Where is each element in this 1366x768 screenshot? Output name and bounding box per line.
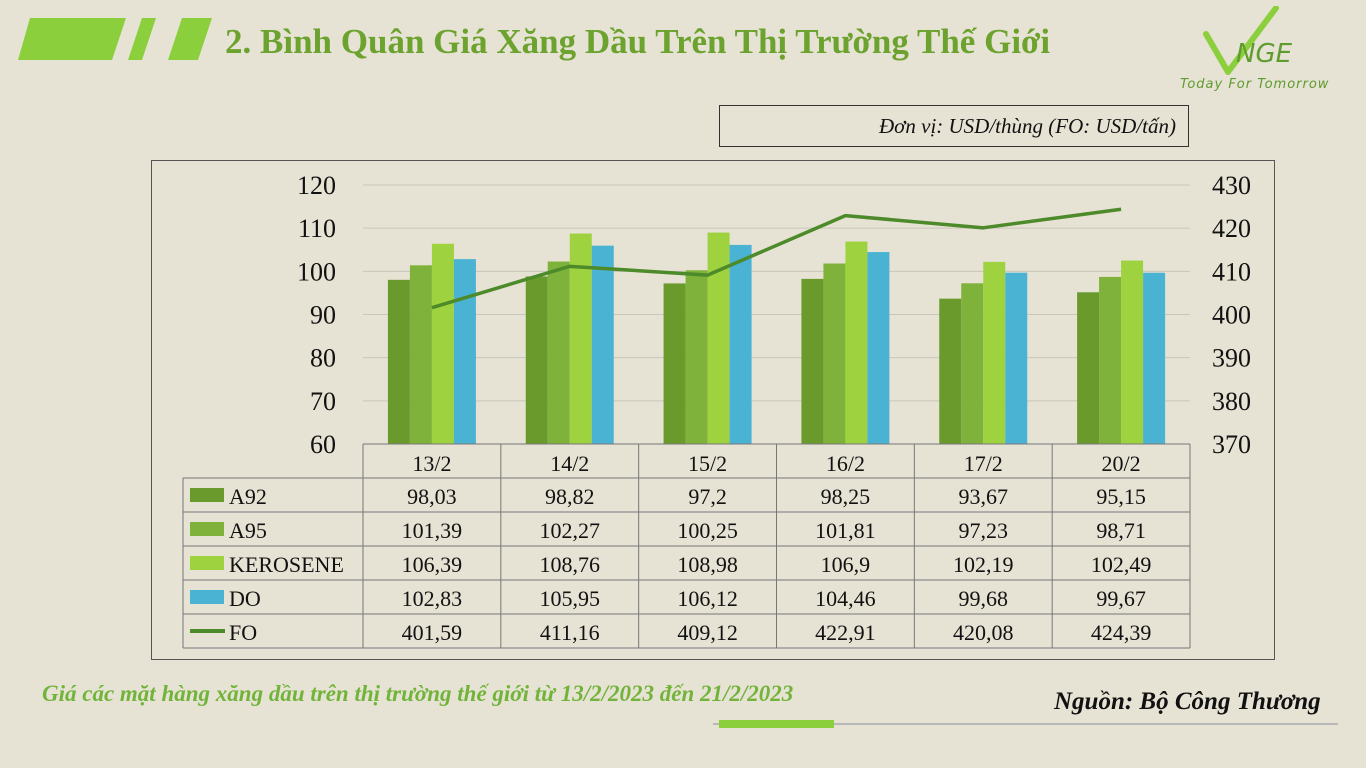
bar-do (867, 252, 890, 444)
y-tick-label: 90 (310, 301, 336, 330)
svg-text:NGE: NGE (1236, 39, 1293, 69)
bar-a92 (525, 276, 548, 444)
bar-a92 (801, 278, 824, 444)
data-label: 108,98 (677, 552, 738, 577)
data-label: 102,83 (402, 586, 463, 611)
bar-a92 (1077, 292, 1100, 444)
category-label: 13/2 (412, 451, 451, 476)
data-label: 411,16 (540, 620, 600, 645)
data-label: 98,25 (821, 484, 871, 509)
bar-a95 (823, 263, 846, 444)
data-label: 98,82 (545, 484, 595, 509)
y-tick-label: 100 (297, 257, 336, 286)
y2-tick-label: 430 (1212, 171, 1251, 200)
bar-kerosene (1121, 260, 1144, 444)
data-label: 420,08 (953, 620, 1014, 645)
data-label: 101,81 (815, 518, 876, 543)
footer-divider (713, 723, 1338, 725)
chart-caption: Giá các mặt hàng xăng dầu trên thị trườn… (42, 681, 794, 706)
data-label: 409,12 (677, 620, 738, 645)
bar-do (1005, 272, 1028, 444)
y-tick-label: 70 (310, 387, 336, 416)
data-label: 102,19 (953, 552, 1014, 577)
data-label: 106,39 (402, 552, 463, 577)
footer-accent-bar (719, 720, 834, 728)
legend-label-fo: FO (229, 620, 257, 645)
data-label: 106,9 (821, 552, 871, 577)
data-label: 99,67 (1096, 586, 1146, 611)
category-label: 16/2 (826, 451, 865, 476)
data-label: 101,39 (402, 518, 463, 543)
data-label: 95,15 (1096, 484, 1146, 509)
data-label: 98,71 (1096, 518, 1146, 543)
vnge-logo: NGE (1203, 6, 1293, 75)
bar-a92 (387, 279, 410, 444)
page-title: 2. Bình Quân Giá Xăng Dầu Trên Thị Trườn… (225, 22, 1051, 61)
source-label: Nguồn: Bộ Công Thương (1054, 688, 1321, 715)
bar-kerosene (569, 233, 592, 444)
data-label: 108,76 (540, 552, 601, 577)
y-tick-label: 110 (298, 214, 336, 243)
bar-a95 (961, 283, 984, 444)
data-label: 100,25 (677, 518, 738, 543)
bar-a92 (939, 298, 962, 444)
y-tick-label: 80 (310, 344, 336, 373)
y-tick-label: 60 (310, 430, 336, 459)
y-tick-label: 120 (297, 171, 336, 200)
category-label: 17/2 (964, 451, 1003, 476)
category-label: 14/2 (550, 451, 589, 476)
legend-label-a92: A92 (229, 484, 267, 509)
data-label: 424,39 (1091, 620, 1152, 645)
bar-do (1143, 272, 1166, 444)
bar-a95 (409, 265, 432, 444)
y2-tick-label: 420 (1212, 214, 1251, 243)
header-stripes (18, 18, 212, 60)
bar-kerosene (431, 243, 454, 444)
data-label: 97,2 (688, 484, 727, 509)
legend-label-kerosene: KEROSENE (229, 552, 344, 577)
y2-tick-label: 380 (1212, 387, 1251, 416)
legend-key-do (190, 590, 224, 604)
legend-label-do: DO (229, 586, 261, 611)
data-label: 102,27 (540, 518, 601, 543)
data-label: 99,68 (959, 586, 1009, 611)
data-label: 105,95 (540, 586, 601, 611)
bar-do (591, 245, 614, 444)
category-label: 15/2 (688, 451, 727, 476)
bar-kerosene (845, 241, 868, 444)
data-label: 401,59 (402, 620, 463, 645)
data-label: 422,91 (815, 620, 876, 645)
line-fo (431, 207, 1122, 310)
unit-label: Đơn vị: USD/thùng (FO: USD/tấn) (719, 105, 1189, 147)
y2-tick-label: 410 (1212, 257, 1251, 286)
y2-tick-label: 370 (1212, 430, 1251, 459)
data-label: 97,23 (959, 518, 1009, 543)
category-label: 20/2 (1102, 451, 1141, 476)
bar-a92 (663, 283, 686, 444)
chart-frame (151, 160, 1275, 660)
bar-do (729, 244, 752, 444)
bar-do (453, 259, 476, 444)
logo-tagline: Today For Tomorrow (1180, 77, 1330, 92)
y2-tick-label: 400 (1212, 301, 1251, 330)
data-label: 98,03 (407, 484, 457, 509)
bar-kerosene (983, 261, 1006, 444)
bar-a95 (685, 270, 708, 444)
data-label: 106,12 (677, 586, 738, 611)
legend-key-a92 (190, 488, 224, 502)
bar-a95 (547, 261, 570, 444)
legend-label-a95: A95 (229, 518, 267, 543)
data-label: 104,46 (815, 586, 876, 611)
bar-kerosene (707, 232, 730, 444)
data-label: 102,49 (1091, 552, 1152, 577)
data-label: 93,67 (959, 484, 1009, 509)
bar-a95 (1099, 276, 1122, 444)
legend-key-a95 (190, 522, 224, 536)
y2-tick-label: 390 (1212, 344, 1251, 373)
legend-key-kerosene (190, 556, 224, 570)
